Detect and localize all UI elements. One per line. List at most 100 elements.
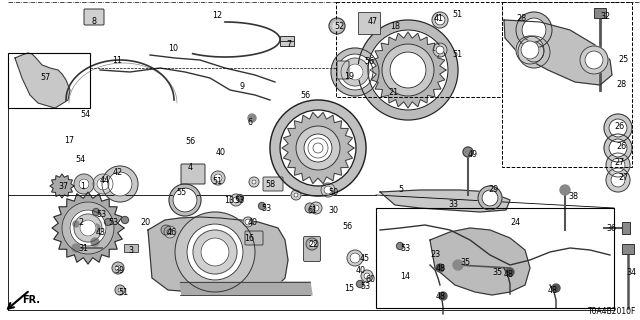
Circle shape	[79, 179, 89, 189]
Circle shape	[104, 219, 111, 226]
Text: 52: 52	[334, 22, 344, 31]
Text: 23: 23	[430, 250, 440, 259]
Circle shape	[611, 158, 625, 172]
Circle shape	[310, 202, 322, 214]
Polygon shape	[282, 112, 354, 184]
Text: 1: 1	[80, 182, 85, 191]
Text: 53: 53	[261, 204, 271, 213]
Circle shape	[609, 139, 627, 157]
FancyBboxPatch shape	[337, 61, 349, 79]
Text: 24: 24	[510, 218, 520, 227]
Circle shape	[187, 224, 243, 280]
Circle shape	[201, 238, 229, 266]
Polygon shape	[52, 192, 124, 264]
Circle shape	[364, 273, 370, 279]
Text: 12: 12	[212, 11, 222, 20]
Text: T0A4B2010F: T0A4B2010F	[588, 307, 636, 316]
Circle shape	[115, 265, 121, 271]
Text: FR.: FR.	[22, 295, 40, 305]
Circle shape	[361, 270, 373, 282]
Bar	[622, 244, 634, 254]
Text: 39: 39	[114, 266, 124, 275]
Circle shape	[237, 195, 243, 202]
Circle shape	[333, 22, 341, 30]
Circle shape	[433, 43, 447, 57]
Circle shape	[313, 143, 323, 153]
Text: 28: 28	[516, 14, 526, 23]
Text: 51: 51	[452, 10, 462, 19]
Text: 46: 46	[167, 228, 177, 237]
Text: 51: 51	[452, 50, 462, 59]
Circle shape	[193, 230, 237, 274]
Circle shape	[382, 44, 434, 96]
Polygon shape	[504, 20, 612, 85]
Circle shape	[252, 180, 256, 184]
Text: 43: 43	[96, 228, 106, 237]
Text: 48: 48	[548, 286, 558, 295]
Text: 18: 18	[390, 22, 400, 31]
Text: 13: 13	[224, 196, 234, 205]
Polygon shape	[180, 282, 312, 295]
Circle shape	[436, 264, 444, 272]
Bar	[594, 8, 606, 18]
Text: 50: 50	[328, 188, 338, 197]
Circle shape	[211, 171, 225, 185]
Circle shape	[70, 210, 106, 246]
Circle shape	[324, 186, 332, 194]
Bar	[358, 12, 380, 34]
Text: 53: 53	[360, 282, 370, 291]
Bar	[8, 53, 90, 108]
Text: 44: 44	[100, 176, 110, 185]
Circle shape	[305, 203, 315, 213]
Bar	[124, 244, 138, 252]
Bar	[622, 222, 630, 234]
Text: 29: 29	[488, 185, 499, 194]
Text: 27: 27	[618, 173, 628, 182]
Circle shape	[453, 260, 463, 270]
Text: 51: 51	[212, 177, 222, 186]
Text: 53: 53	[108, 218, 118, 227]
Circle shape	[296, 126, 340, 170]
Text: 20: 20	[140, 218, 150, 227]
Circle shape	[248, 114, 256, 122]
Text: 5: 5	[398, 185, 403, 194]
Circle shape	[74, 214, 102, 242]
Circle shape	[91, 238, 99, 246]
Circle shape	[108, 172, 132, 196]
Text: 55: 55	[176, 188, 186, 197]
Polygon shape	[430, 228, 530, 295]
Circle shape	[331, 48, 379, 96]
Circle shape	[606, 153, 630, 177]
Circle shape	[167, 229, 173, 235]
Text: 48: 48	[436, 292, 446, 301]
Circle shape	[341, 58, 369, 86]
Circle shape	[337, 54, 373, 90]
Text: 37: 37	[58, 182, 68, 191]
Text: 27: 27	[614, 158, 624, 167]
Circle shape	[164, 226, 176, 238]
Polygon shape	[370, 32, 446, 108]
Circle shape	[521, 41, 539, 59]
Text: 35: 35	[460, 258, 470, 267]
Text: 28: 28	[616, 80, 626, 89]
Text: 58: 58	[265, 180, 275, 189]
Circle shape	[516, 12, 552, 48]
Circle shape	[506, 268, 514, 276]
Text: 10: 10	[168, 44, 178, 53]
Text: 14: 14	[400, 272, 410, 281]
Circle shape	[516, 36, 544, 64]
Circle shape	[356, 281, 364, 287]
Circle shape	[552, 284, 560, 292]
Circle shape	[368, 30, 448, 110]
Circle shape	[230, 194, 242, 206]
Text: 19: 19	[344, 72, 354, 81]
Polygon shape	[50, 174, 74, 198]
Circle shape	[309, 241, 315, 247]
Circle shape	[62, 202, 114, 254]
Circle shape	[329, 18, 345, 34]
Circle shape	[294, 193, 298, 197]
Circle shape	[280, 110, 356, 186]
FancyBboxPatch shape	[263, 177, 283, 191]
Polygon shape	[148, 217, 288, 292]
Circle shape	[308, 138, 328, 158]
